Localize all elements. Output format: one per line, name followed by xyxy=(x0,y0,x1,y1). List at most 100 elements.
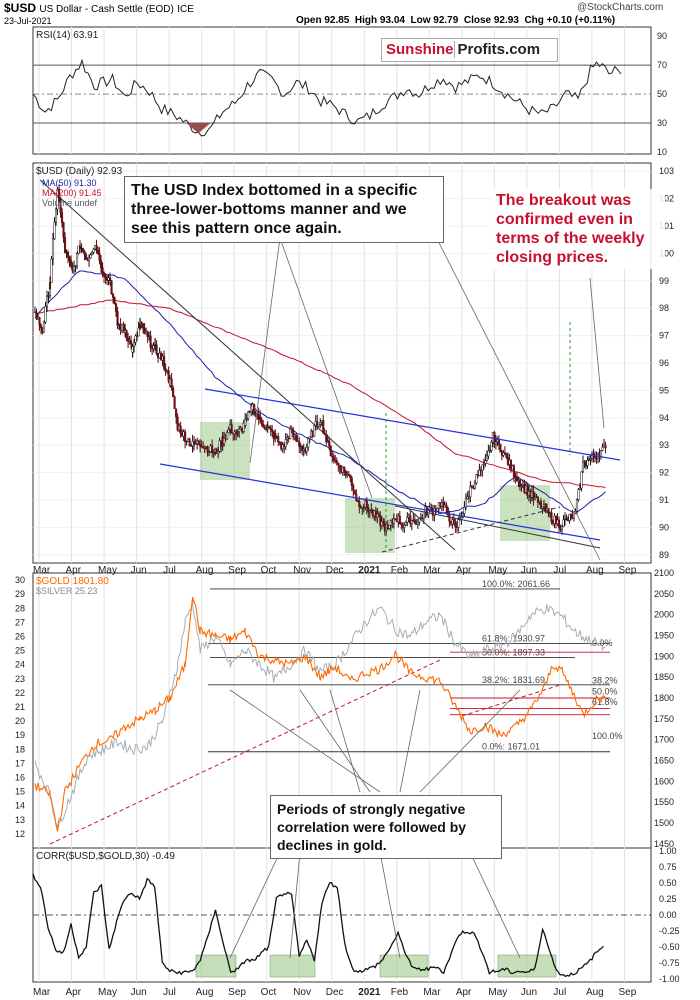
usd-candle-body xyxy=(563,518,567,521)
corr-ytick: 0.50 xyxy=(659,878,677,888)
x-tick-usd: Oct xyxy=(261,565,277,576)
gold-fib-label: 100.0%: 2061.66 xyxy=(482,579,550,589)
rsi-ytick: 10 xyxy=(657,147,667,157)
usd-candle-body xyxy=(416,521,419,525)
silver-ytick-left: 27 xyxy=(15,617,25,627)
usd-candle-body xyxy=(518,479,521,487)
corr-shade-region xyxy=(497,954,557,978)
usd-candle-body xyxy=(584,465,588,467)
x-tick-usd: Feb xyxy=(391,565,409,576)
usd-candle-body xyxy=(575,499,579,512)
corr-shade-region xyxy=(379,954,429,978)
usd-candle-body xyxy=(499,443,502,453)
gold-fib-label: 0.0%: 1671.01 xyxy=(482,742,540,752)
watermark: @StockCharts.com xyxy=(577,2,664,13)
gold-ytick-right: 1500 xyxy=(654,818,674,828)
usd-candle-body xyxy=(211,445,214,453)
corr-ytick: -1.00 xyxy=(659,974,680,984)
annotation-pointer xyxy=(289,851,301,959)
usd-candle-body xyxy=(410,520,413,525)
ohlc-readout: Open 92.85 High 93.04 Low 92.79 Close 92… xyxy=(296,15,616,26)
x-tick-usd: Aug xyxy=(196,565,214,576)
usd-lower-trendline xyxy=(159,463,601,541)
usd-candle-body xyxy=(586,460,589,466)
usd-candle-body xyxy=(488,450,491,452)
x-tick-usd: Jun xyxy=(131,565,147,576)
silver-ytick-left: 23 xyxy=(15,674,25,684)
usd-candle-body xyxy=(262,423,265,428)
annotation-pointer xyxy=(419,689,521,793)
usd-candle-body xyxy=(337,462,340,466)
x-tick-corr: May xyxy=(98,987,117,998)
usd-candle-body xyxy=(578,487,582,490)
usd-candle-body xyxy=(490,442,493,451)
rsi-ytick: 90 xyxy=(657,31,667,41)
usd-candle-body xyxy=(115,303,118,312)
usd-candle-body xyxy=(184,435,187,442)
usd-candle-body xyxy=(66,251,70,258)
usd-legend-2: Volume undef xyxy=(42,198,98,208)
corr-shade-region xyxy=(269,954,316,978)
silver-line xyxy=(34,598,606,829)
usd-candle-body xyxy=(164,368,167,373)
usd-candle-body xyxy=(349,474,352,478)
usd-candle-body xyxy=(226,432,229,440)
usd-candle-body xyxy=(541,506,544,509)
annotation-pointer xyxy=(249,237,281,464)
usd-candle-body xyxy=(460,517,463,520)
usd-candle-body xyxy=(580,471,583,489)
rsi-title: RSI(14) 63.91 xyxy=(36,30,99,41)
gold-ytick-right: 2100 xyxy=(654,568,674,578)
corr-ytick: 0.25 xyxy=(659,894,677,904)
corr-ytick: 0.00 xyxy=(659,910,677,920)
usd-candle-body xyxy=(560,526,564,530)
x-tick-corr: Apr xyxy=(66,987,82,998)
gold-title: $GOLD 1801.80 xyxy=(36,576,109,587)
usd-candle-body xyxy=(290,428,293,430)
usd-candle-body xyxy=(199,444,202,447)
usd-candle-body xyxy=(45,295,49,307)
usd-candle-body xyxy=(422,511,425,519)
usd-candle-body xyxy=(583,461,586,467)
usd-candle-body xyxy=(502,452,505,456)
usd-candle-body xyxy=(136,335,139,337)
silver-ytick-left: 12 xyxy=(15,829,25,839)
usd-candle-body xyxy=(185,441,188,443)
usd-candle-body xyxy=(430,507,433,511)
usd-candle-body xyxy=(319,422,322,425)
usd-candle-body xyxy=(532,491,535,500)
usd-candle-body xyxy=(170,378,173,389)
usd-candle-body xyxy=(51,238,55,260)
usd-candle-body xyxy=(332,456,335,461)
usd-candle-body xyxy=(403,524,406,528)
usd-candle-body xyxy=(238,428,241,432)
usd-legend-0: MA(50) 91.30 xyxy=(42,178,97,188)
usd-ytick: 93 xyxy=(659,440,669,450)
usd-ytick: 94 xyxy=(659,413,669,423)
usd-candle-body xyxy=(514,476,517,479)
usd-candle-body xyxy=(487,450,490,457)
annotation-pointer xyxy=(279,237,373,499)
gold-fib-right-label: 50.0% xyxy=(592,687,618,697)
x-tick-usd: Apr xyxy=(456,565,472,576)
silver-ytick-left: 20 xyxy=(15,716,25,726)
usd-candle-body xyxy=(269,427,272,431)
rsi-oversold-fill xyxy=(186,123,211,134)
usd-candle-body xyxy=(74,265,77,267)
silver-ytick-left: 25 xyxy=(15,646,25,656)
silver-ytick-left: 14 xyxy=(15,801,25,811)
usd-candle-body xyxy=(355,493,358,501)
usd-candle-body xyxy=(358,501,361,507)
usd-candle-body xyxy=(406,517,409,523)
usd-candle-body xyxy=(81,247,85,252)
corr-ytick: -0.75 xyxy=(659,958,680,968)
usd-candle-body xyxy=(83,250,86,255)
x-tick-usd: May xyxy=(488,565,507,576)
usd-candle-body xyxy=(163,355,166,369)
corr-line xyxy=(32,873,604,978)
usd-candle-body xyxy=(208,451,211,453)
silver-ytick-left: 13 xyxy=(15,815,25,825)
usd-candle-body xyxy=(313,425,316,437)
usd-candle-body xyxy=(475,474,478,484)
usd-ma50-line xyxy=(34,270,606,515)
